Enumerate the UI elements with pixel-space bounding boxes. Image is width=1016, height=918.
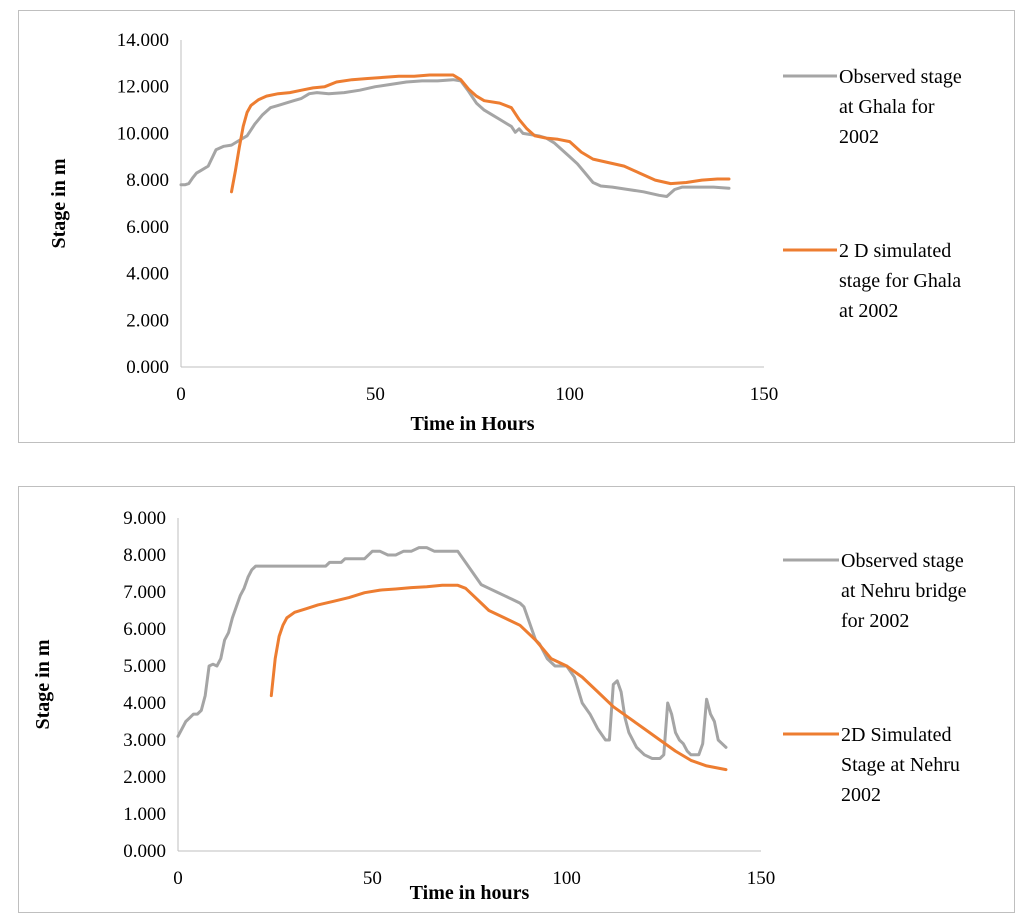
legend-observed-label: 2002 <box>839 126 879 148</box>
legend-observed-label: at Nehru bridge <box>841 580 967 602</box>
legend-simulated-label: 2D Simulated <box>841 724 952 746</box>
y-tick-label: 2.000 <box>126 310 169 331</box>
y-tick-label: 6.000 <box>126 217 169 238</box>
y-tick-label: 2.000 <box>123 767 166 788</box>
x-tick-label: 50 <box>366 384 385 405</box>
y-tick-label: 14.000 <box>117 30 169 51</box>
y-tick-label: 4.000 <box>126 264 169 285</box>
y-axis-title: Stage in m <box>32 639 54 729</box>
chart-panel-nehru: 0.000 1.000 2.000 3.000 4.000 5.000 6.000 7.000… <box>18 486 1015 913</box>
y-tick-label: 5.000 <box>123 656 166 677</box>
y-tick-label: 12.000 <box>117 77 169 98</box>
x-tick-label: 100 <box>555 384 584 405</box>
chart-panel-ghala: 0.000 2.000 4.000 6.000 8.000 10.000 12.000 14.… <box>18 10 1015 443</box>
legend-observed-label: at Ghala for <box>839 96 935 118</box>
simulated-series-line <box>269 583 728 772</box>
x-tick-label: 0 <box>173 868 183 889</box>
legend-simulated-label: at 2002 <box>839 300 898 322</box>
legend-observed-label: Observed stage <box>841 550 964 572</box>
x-tick-label: 150 <box>750 384 779 405</box>
ghala-stage-chart: 0.000 2.000 4.000 6.000 8.000 10.000 12.000 14.… <box>48 30 962 435</box>
y-tick-label: 1.000 <box>123 804 166 825</box>
x-tick-label: 150 <box>747 868 776 889</box>
legend-simulated-label: 2 D simulated <box>839 240 951 262</box>
y-tick-label: 4.000 <box>123 693 166 714</box>
legend-simulated-label: 2002 <box>841 784 881 806</box>
x-tick-label: 0 <box>176 384 186 405</box>
y-tick-label: 0.000 <box>126 357 169 378</box>
x-tick-label: 100 <box>552 868 581 889</box>
y-tick-label: 9.000 <box>123 508 166 529</box>
legend-simulated-label: stage for Ghala <box>839 270 961 292</box>
legend-observed-label: for 2002 <box>841 610 909 632</box>
observed-series-line <box>176 546 728 760</box>
legend-observed-label: Observed stage <box>839 66 962 88</box>
nehru-stage-chart: 0.000 1.000 2.000 3.000 4.000 5.000 6.000 7.000… <box>32 508 967 904</box>
simulated-series-line <box>230 73 731 194</box>
y-tick-label: 3.000 <box>123 730 166 751</box>
y-axis-title: Stage in m <box>48 158 70 248</box>
y-tick-label: 8.000 <box>123 545 166 566</box>
x-tick-label: 50 <box>363 868 382 889</box>
y-tick-label: 8.000 <box>126 170 169 191</box>
y-tick-label: 6.000 <box>123 619 166 640</box>
y-tick-label: 10.000 <box>117 123 169 144</box>
x-axis-title: Time in Hours <box>410 413 534 435</box>
x-axis-title: Time in hours <box>410 882 530 904</box>
legend-simulated-label: Stage at Nehru <box>841 754 960 776</box>
y-tick-label: 0.000 <box>123 841 166 862</box>
y-tick-label: 7.000 <box>123 582 166 603</box>
